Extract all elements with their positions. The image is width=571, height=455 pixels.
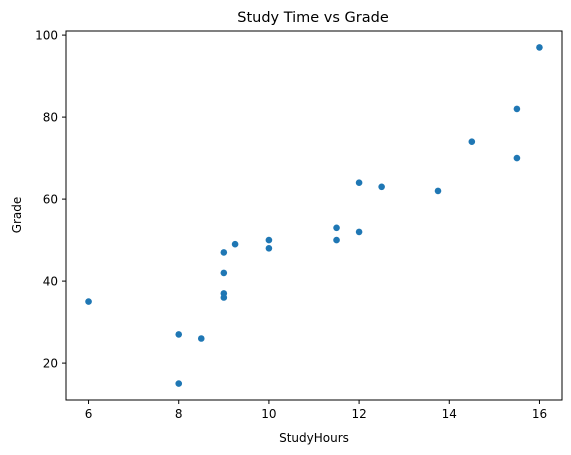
data-point — [513, 105, 521, 113]
data-point — [333, 236, 340, 244]
data-point — [513, 154, 521, 162]
data-point — [220, 269, 228, 277]
x-tick-label: 6 — [85, 407, 93, 421]
x-tick-label: 12 — [351, 407, 366, 421]
y-tick-label: 80 — [43, 111, 58, 125]
data-point — [175, 380, 183, 387]
data-point — [355, 228, 363, 236]
data-point — [197, 335, 205, 342]
data-point — [333, 224, 340, 232]
x-axis-label: StudyHours — [279, 431, 349, 445]
data-point — [265, 236, 273, 244]
data-point — [378, 183, 385, 191]
x-tick-label: 8 — [175, 407, 183, 421]
y-tick-label: 40 — [43, 275, 58, 289]
data-point — [434, 187, 442, 195]
y-axis-label: Grade — [10, 197, 24, 234]
data-point — [220, 249, 228, 256]
x-tick-label: 16 — [532, 407, 547, 421]
data-point — [231, 240, 239, 248]
x-tick-label: 10 — [261, 407, 276, 421]
data-point — [220, 294, 228, 301]
y-tick-label: 100 — [35, 29, 58, 43]
data-point — [175, 331, 183, 338]
data-points — [85, 44, 543, 387]
data-point — [85, 298, 92, 305]
x-tick-label: 14 — [442, 407, 457, 421]
data-point — [355, 179, 363, 186]
y-tick-label: 20 — [43, 357, 58, 371]
plot-area-frame — [65, 30, 563, 401]
data-point — [265, 245, 273, 252]
x-axis-ticks: 6 8 10 12 14 16 — [85, 400, 547, 421]
y-tick-label: 60 — [43, 193, 58, 207]
y-axis-ticks: 20 40 60 80 100 — [35, 29, 66, 371]
data-point — [536, 44, 543, 51]
data-point — [468, 138, 476, 145]
chart-title: Study Time vs Grade — [237, 10, 389, 26]
